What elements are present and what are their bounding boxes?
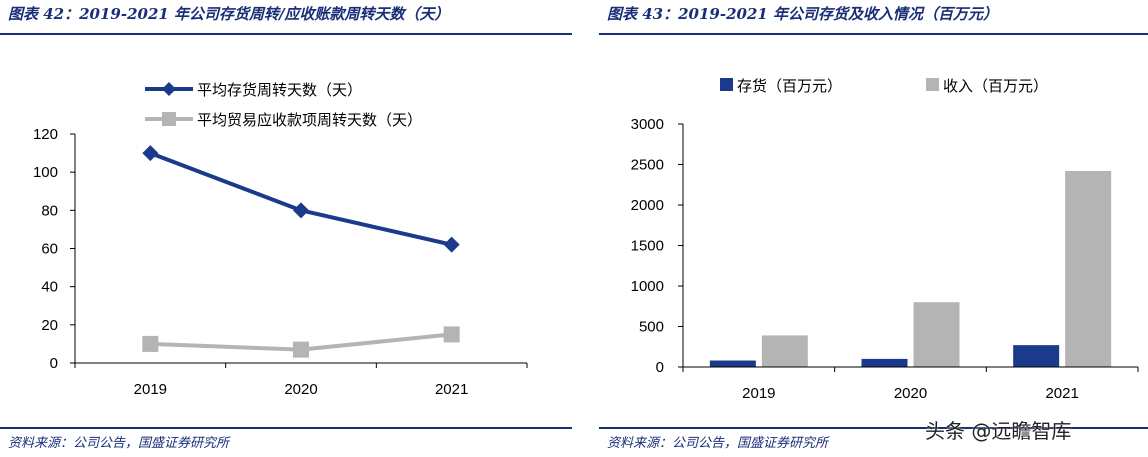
bar-2	[913, 302, 960, 367]
x-tick-label: 2019	[134, 381, 167, 398]
data-point-square	[443, 326, 460, 343]
x-tick-label: 2021	[435, 381, 468, 398]
y-tick-label: 120	[33, 126, 58, 143]
watermark: 头条 @远瞻智库	[925, 419, 1072, 443]
y-tick-label: 0	[656, 359, 664, 376]
y-tick-label: 1000	[631, 278, 664, 295]
x-tick-label: 2021	[1045, 385, 1078, 402]
data-point-diamond	[293, 202, 309, 219]
legend-label-1: 存货（百万元）	[737, 77, 842, 95]
y-tick-label: 100	[33, 164, 58, 181]
legend-swatch-2	[926, 78, 939, 91]
bar-1	[709, 360, 756, 367]
legend-label-2: 平均贸易应收款项周转天数（天）	[197, 111, 422, 129]
series-line-1	[149, 151, 453, 247]
right-top-rule	[599, 33, 1148, 35]
bar-1	[861, 358, 908, 367]
data-point-square	[142, 335, 159, 352]
y-tick-label: 0	[50, 355, 58, 372]
data-point-diamond	[142, 145, 159, 162]
data-point-square	[293, 341, 309, 358]
right-figure-title: 图表 43：2019-2021 年公司存货及收入情况（百万元）	[607, 5, 999, 23]
left-bottom-rule	[0, 427, 572, 429]
y-tick-label: 2500	[631, 157, 664, 174]
y-tick-label: 2000	[631, 197, 664, 214]
legend-label-1: 平均存货周转天数（天）	[197, 81, 362, 99]
bar-chart: 0 500 1000 1500 2000 2500 3000 2019 2020 2021 存货（百…	[631, 77, 1139, 402]
legend-swatch-1	[720, 78, 733, 91]
x-tick-label: 2020	[284, 381, 317, 398]
legend-marker-square	[162, 112, 176, 126]
left-top-rule	[0, 33, 572, 35]
y-tick-label: 80	[41, 202, 58, 219]
bar-2	[1065, 170, 1112, 367]
y-tick-label: 60	[41, 241, 58, 258]
left-figure-title: 图表 42：2019-2021 年公司存货周转/应收账款周转天数（天）	[8, 5, 450, 23]
legend-label-2: 收入（百万元）	[943, 77, 1048, 95]
right-bottom-rule	[599, 427, 1148, 429]
right-source-note: 资料来源：公司公告，国盛证券研究所	[607, 436, 829, 451]
y-tick-label: 40	[41, 279, 58, 296]
line-chart: 0 20 40 60 80 100 120 2019 2020 2021 平均存货周转天数（天） 平均…	[33, 81, 528, 398]
y-tick-label: 20	[41, 317, 58, 334]
y-tick-label: 1500	[631, 238, 664, 255]
right-figure-panel: 图表 43：2019-2021 年公司存货及收入情况（百万元） 0 500 1000…	[599, 0, 1148, 457]
x-tick-label: 2020	[894, 385, 927, 402]
y-tick-label: 3000	[631, 116, 664, 133]
y-tick-label: 500	[639, 319, 664, 336]
bar-1	[1013, 345, 1060, 367]
left-source-note: 资料来源：公司公告，国盛证券研究所	[8, 436, 230, 451]
left-figure-panel: 图表 42：2019-2021 年公司存货周转/应收账款周转天数（天） 0 20 4…	[0, 0, 572, 457]
legend-marker-diamond	[162, 82, 176, 96]
bar-2	[761, 335, 808, 367]
data-point-diamond	[443, 236, 460, 253]
x-tick-label: 2019	[742, 385, 775, 402]
